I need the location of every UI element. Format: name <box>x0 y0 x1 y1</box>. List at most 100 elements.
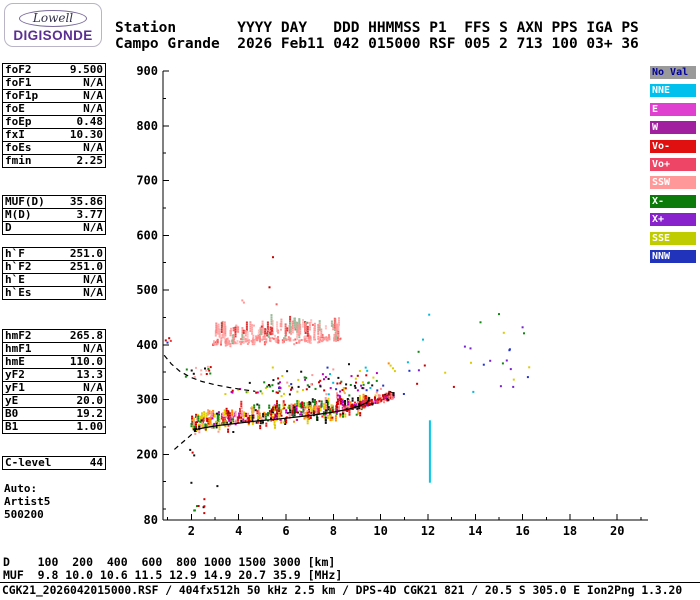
param-row-hmf1: hmF1 N/A <box>2 342 106 356</box>
param-value: 265.8 <box>69 329 103 342</box>
autoscaling-info-line: Artist5 <box>4 495 51 508</box>
y-axis-tick-label: 600 <box>136 228 158 242</box>
param-row-h-f: h`F 251.0 <box>2 247 106 261</box>
y-axis-tick-label: 400 <box>136 338 158 352</box>
x-axis-tick-label: 18 <box>563 524 577 538</box>
param-label: h`E <box>5 273 25 286</box>
muf-row: MUF 9.8 10.0 10.6 11.5 12.9 14.9 20.7 35… <box>3 568 343 582</box>
divider-line <box>0 582 700 583</box>
param-label: foF1p <box>5 89 39 102</box>
param-row-b1: B1 1.00 <box>2 420 106 434</box>
legend-item-ssw: SSW <box>650 176 696 190</box>
param-row-muf-d-: MUF(D) 35.86 <box>2 195 106 209</box>
legend-item-vo+: Vo+ <box>650 158 696 171</box>
x-axis-tick-label: 8 <box>330 524 337 538</box>
param-label: MUF(D) <box>5 195 45 208</box>
param-value: 10.30 <box>69 128 103 141</box>
param-label: fmin <box>5 154 32 167</box>
param-value: N/A <box>83 381 103 394</box>
param-row-foep: foEp 0.48 <box>2 115 106 129</box>
x-axis-tick-label: 12 <box>421 524 435 538</box>
header-field-labels: Station YYYY DAY DDD HHMMSS P1 FFS S AXN… <box>115 20 639 36</box>
autoscaling-info-line: Auto: <box>4 482 38 495</box>
header-station-values: Campo Grande 2026 Feb11 042 015000 RSF 0… <box>115 36 639 52</box>
param-row-h-f2: h`F2 251.0 <box>2 260 106 274</box>
parameter-panel: foF2 9.500 foF1 N/A foF1p N/A foE N/A foEp 0.48 fx… <box>2 0 106 600</box>
y-axis-tick-label: 700 <box>136 174 158 188</box>
trace-extrapolated-trace-upper <box>163 354 256 392</box>
parameter-group: h`F 251.0 h`F2 251.0 h`E N/A h`Es N/A <box>2 247 106 300</box>
legend-item-no-val: No Val <box>650 66 696 79</box>
x-axis-tick-label: 20 <box>610 524 624 538</box>
x-axis-tick-label: 14 <box>468 524 482 538</box>
param-row-fxi: fxI 10.30 <box>2 128 106 142</box>
param-value: N/A <box>83 76 103 89</box>
param-label: h`F2 <box>5 260 32 273</box>
d-distance-row: D 100 200 400 600 800 1000 1500 3000 [km… <box>3 555 336 569</box>
param-row-foe: foE N/A <box>2 102 106 116</box>
x-axis-tick-label: 16 <box>515 524 529 538</box>
param-value: 35.86 <box>69 195 103 208</box>
parameter-group: MUF(D) 35.86 M(D) 3.77 D N/A <box>2 195 106 235</box>
param-row-d: D N/A <box>2 221 106 235</box>
parameter-group: hmF2 265.8 hmF1 N/A hmE 110.0 yF2 13.3 yF1 N/A yE 2… <box>2 329 106 434</box>
param-value: 20.0 <box>76 394 104 407</box>
legend-item-x+: X+ <box>650 213 696 227</box>
param-label: foEp <box>5 115 32 128</box>
lowell-logo-text: Lowell <box>18 10 88 27</box>
legend-item-nnw: NNW <box>650 250 696 263</box>
param-label: foEs <box>5 141 32 154</box>
param-value: 13.3 <box>76 368 104 381</box>
param-row-m-d-: M(D) 3.77 <box>2 208 106 222</box>
trace-extrapolated-trace-lower <box>174 429 197 450</box>
param-row-fof1: foF1 N/A <box>2 76 106 90</box>
x-axis-tick-label: 4 <box>235 524 242 538</box>
param-label: hmF2 <box>5 329 32 342</box>
legend-item-nne: NNE <box>650 84 696 98</box>
param-label: hmE <box>5 355 25 368</box>
param-value: 9.500 <box>69 63 103 76</box>
legend-item-x-: X- <box>650 194 696 208</box>
param-row-fmin: fmin 2.25 <box>2 154 106 168</box>
param-label: fxI <box>5 128 25 141</box>
param-row-foes: foEs N/A <box>2 141 106 155</box>
lowell-digisonde-logo: Lowell DIGISONDE <box>4 3 102 47</box>
y-axis-tick-label: 900 <box>136 64 158 78</box>
y-axis-tick-label: 500 <box>136 283 158 297</box>
param-value: N/A <box>83 286 103 299</box>
param-row-yf2: yF2 13.3 <box>2 368 106 382</box>
param-value: N/A <box>83 273 103 286</box>
param-label: h`Es <box>5 286 32 299</box>
param-row-ye: yE 20.0 <box>2 394 106 408</box>
interference-streak <box>428 420 431 483</box>
param-value: 0.48 <box>76 115 104 128</box>
trace-autoscaled-hf-trace <box>194 399 370 431</box>
direction-legend: No Val NNE E W Vo- Vo+ SSW X- X+ SSE NNW <box>650 0 698 600</box>
param-value: 2.25 <box>76 154 104 167</box>
param-label: foF1 <box>5 76 32 89</box>
param-value: N/A <box>83 102 103 115</box>
legend-item-e: E <box>650 102 696 116</box>
param-label: D <box>5 221 12 234</box>
param-value: N/A <box>83 342 103 355</box>
legend-item-w: W <box>650 121 696 135</box>
param-row-hmf2: hmF2 265.8 <box>2 329 106 343</box>
x-axis-tick-label: 6 <box>282 524 289 538</box>
param-value: 1.00 <box>76 420 104 433</box>
parameter-group: foF2 9.500 foF1 N/A foF1p N/A foE N/A foEp 0.48 fx… <box>2 63 106 168</box>
param-value: 110.0 <box>69 355 103 368</box>
param-row-b0: B0 19.2 <box>2 407 106 421</box>
digisonde-logo-text: DIGISONDE <box>13 28 93 43</box>
param-label: B0 <box>5 407 19 420</box>
param-value: 251.0 <box>69 247 103 260</box>
x-axis-tick-label: 10 <box>373 524 387 538</box>
param-label: M(D) <box>5 208 32 221</box>
param-row-h-es: h`Es N/A <box>2 286 106 300</box>
y-axis-tick-label: 200 <box>136 447 158 461</box>
param-label: h`F <box>5 247 25 260</box>
param-label: yF2 <box>5 368 25 381</box>
param-value: 251.0 <box>69 260 103 273</box>
param-value: 44 <box>89 456 103 469</box>
param-value: N/A <box>83 141 103 154</box>
y-axis-tick-label: 800 <box>136 119 158 133</box>
